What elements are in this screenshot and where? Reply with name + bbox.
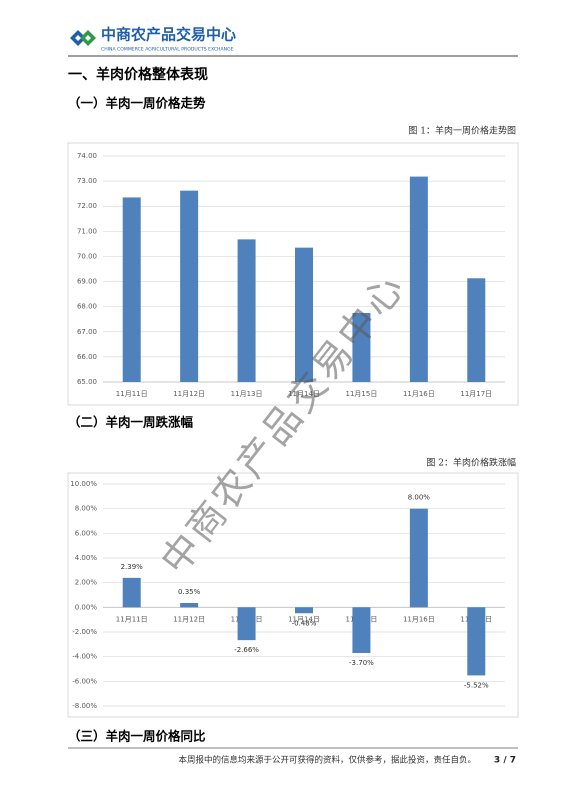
x-tick-label: 11月16日 [403,615,435,623]
y-tick-label: 2.00% [75,579,98,587]
section-title: （三）羊肉一周价格同比 [68,729,206,744]
logo-icon [70,30,96,46]
y-tick-label: 8.00% [75,505,98,513]
bar [409,508,428,608]
x-tick-label: 11月13日 [231,390,263,398]
data-label: 8.00% [408,494,431,502]
y-tick-label: -4.00% [72,653,97,661]
x-tick-label: 11月16日 [403,390,435,398]
y-tick-label: 6.00% [75,529,98,537]
logo-title: 中商农产品交易中心 [101,26,236,44]
y-tick-label: 65.00 [77,378,97,386]
x-tick-label: 11月15日 [346,390,378,398]
x-tick-label: 11月17日 [460,390,492,398]
x-tick-label: 11月12日 [173,615,205,623]
y-tick-label: -2.00% [72,628,97,636]
data-label: 2.39% [121,563,144,571]
section-title: （一）羊肉一周价格走势 [68,96,206,111]
figure-caption: 图 1：羊肉一周价格走势图 [408,125,516,137]
y-tick-label: 4.00% [75,554,98,562]
data-label: -0.48% [292,619,317,627]
y-tick-label: 69.00 [77,278,97,286]
x-tick-label: 11月11日 [116,390,148,398]
bar [467,278,486,382]
y-tick-label: 74.00 [77,152,97,160]
y-tick-label: 70.00 [77,252,97,260]
logo-subtitle: CHINA COMMERCE AGRICULTURAL PRODUCTS EXC… [101,47,234,53]
x-tick-label: 11月14日 [288,615,320,623]
bar [122,197,141,382]
y-tick-label: 67.00 [77,328,97,336]
chart-frame [67,472,519,718]
y-tick-label: -6.00% [72,677,97,685]
bar [295,607,313,614]
y-tick-label: 71.00 [77,227,97,235]
bar [409,176,428,382]
section-title: （二）羊肉一周跌涨幅 [68,415,194,430]
x-tick-label: 11月11日 [116,615,148,623]
data-label: 0.35% [178,588,201,596]
bar [352,607,371,653]
y-tick-label: 10.00% [70,480,97,488]
figure-caption: 图 2：羊肉价格跌涨幅 [426,457,516,469]
y-tick-label: 0.00% [75,603,98,611]
data-label: -2.66% [234,646,259,654]
x-tick-label: 11月12日 [173,390,205,398]
bar [237,607,256,641]
y-tick-label: 72.00 [77,202,97,210]
data-label: -3.70% [349,659,374,667]
bar [122,577,141,608]
data-label: -5.52% [464,681,489,689]
bar [180,190,199,382]
footer-note: 本周报中的信息均来源于公开可获得的资料，仅供参考，据此投资，责任自负。 [178,755,476,766]
y-tick-label: 73.00 [77,177,97,185]
y-tick-label: 68.00 [77,303,97,311]
bar [467,607,486,676]
bar [352,312,371,382]
bar [180,603,199,608]
chart-frame [67,142,519,406]
y-tick-label: 66.00 [77,353,97,361]
y-tick-label: -8.00% [72,702,97,710]
page-number: 3 / 7 [494,756,516,766]
heading: 一、羊肉价格整体表现 [68,66,208,83]
bar [295,247,313,382]
bar [237,239,256,382]
x-tick-label: 11月14日 [288,390,320,398]
